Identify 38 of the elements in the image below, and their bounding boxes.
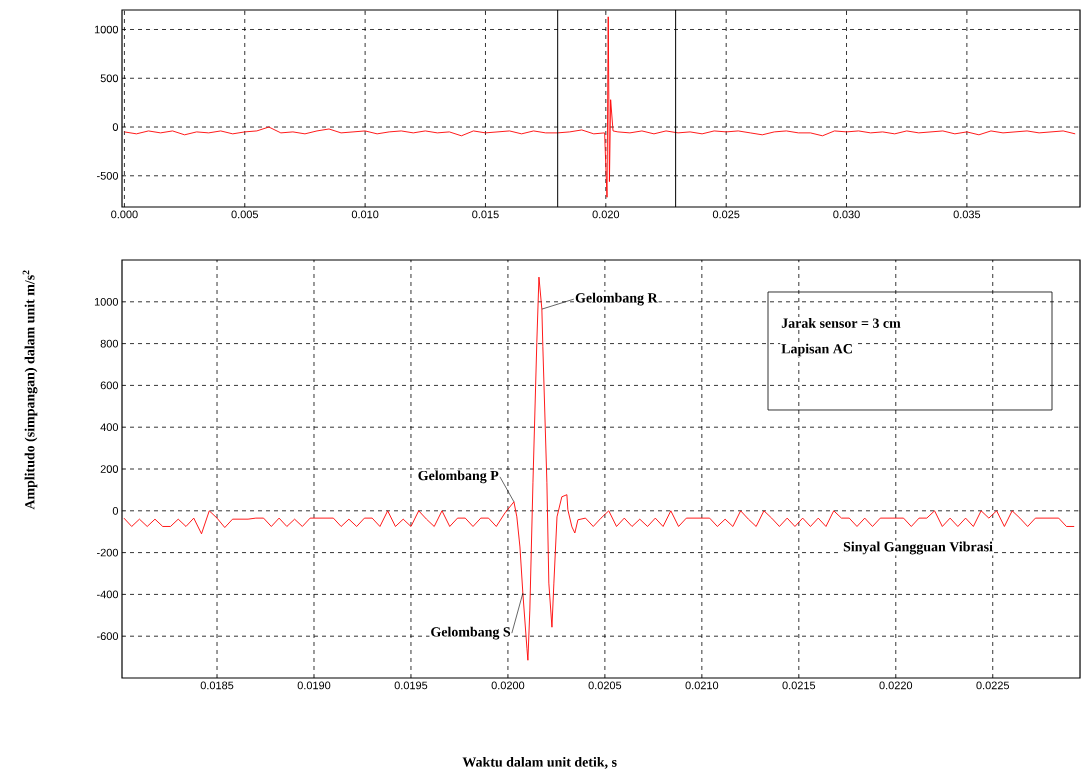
- x-tick-label: 0.0195: [394, 681, 428, 690]
- x-tick-label: 0.010: [351, 210, 379, 219]
- annotation: Lapisan AC: [781, 343, 852, 357]
- x-tick-label: 0.0190: [297, 681, 331, 690]
- y-axis-title: Amplitudo (simpangan) dalam unit m/s$^{2}$: [22, 270, 38, 510]
- y-tick-label: -600: [97, 632, 119, 641]
- y-tick-label: 1000: [94, 297, 119, 306]
- y-tick-label: 500: [100, 74, 119, 83]
- x-tick-label: 0.0220: [879, 681, 913, 690]
- y-tick-label: 0: [112, 506, 119, 515]
- x-tick-label: 0.0215: [782, 681, 816, 690]
- y-tick-label: 0: [112, 123, 119, 131]
- x-tick-label: 0.015: [472, 210, 499, 219]
- x-tick-label: 0.000: [111, 210, 138, 219]
- x-tick-label: 0.0225: [976, 681, 1010, 690]
- x-tick-label: 0.0200: [491, 681, 525, 690]
- x-tick-label: 0.030: [833, 210, 860, 219]
- y-tick-label: 600: [100, 381, 119, 390]
- y-tick-label: -400: [97, 590, 119, 599]
- x-tick-label: 0.020: [592, 210, 620, 219]
- annotation: Gelombang P: [418, 470, 499, 484]
- y-tick-label: 800: [100, 339, 119, 348]
- annotation: Gelombang S: [431, 626, 511, 640]
- annotation: Gelombang R: [575, 292, 658, 306]
- y-tick-label: 1000: [94, 25, 119, 34]
- x-tick-label: 0.005: [231, 210, 258, 219]
- x-tick-label: 0.025: [712, 210, 740, 219]
- x-axis-title: Waktu dalam unit detik, s: [462, 756, 617, 769]
- annotation: Jarak sensor = 3 cm: [781, 318, 901, 328]
- y-tick-label: 400: [100, 423, 119, 432]
- annotation: Sinyal Gangguan Vibrasi: [843, 541, 993, 555]
- x-tick-label: 0.035: [953, 210, 981, 219]
- y-tick-label: 200: [100, 465, 119, 473]
- x-tick-label: 0.0205: [588, 681, 622, 690]
- y-tick-label: -200: [97, 548, 119, 557]
- y-tick-label: -500: [97, 171, 119, 180]
- x-tick-label: 0.0185: [200, 681, 234, 690]
- x-tick-label: 0.0210: [685, 681, 719, 690]
